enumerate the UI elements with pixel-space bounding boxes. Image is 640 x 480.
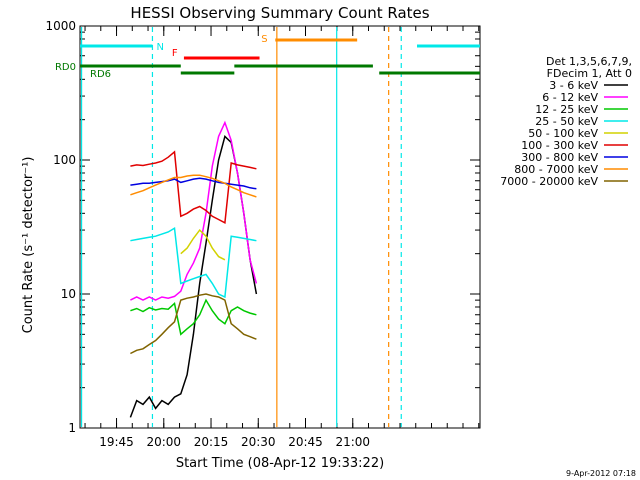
y-tick-label: 100 [53, 153, 76, 167]
series-line-6 [130, 150, 257, 224]
chart-title: HESSI Observing Summary Count Rates [130, 4, 429, 22]
legend-entry-label: 7000 - 20000 keV [500, 175, 598, 188]
legend-entry-label: 50 - 100 keV [528, 127, 598, 140]
x-tick-label: 20:00 [146, 435, 181, 449]
legend-entry-label: 800 - 7000 keV [514, 163, 598, 176]
legend-entry-label: 25 - 50 keV [535, 115, 598, 128]
flag-label-f: F [172, 48, 178, 59]
legend-entry-label: 12 - 25 keV [535, 103, 598, 116]
legend-entry-label: 100 - 300 keV [521, 139, 598, 152]
legend: Det 1,3,5,6,7,9,FDecim 1, Att 03 - 6 keV… [500, 55, 632, 188]
x-tick-label: 19:45 [99, 435, 134, 449]
y-axis-label: Count Rate (s⁻¹ detector⁻¹) [21, 157, 36, 334]
x-tick-label: 20:15 [194, 435, 229, 449]
legend-entry-label: 300 - 800 keV [521, 151, 598, 164]
y-tick-label: 1000 [45, 19, 76, 33]
series-line-8 [130, 174, 257, 198]
flag-label-rd0: RD0 [55, 62, 76, 73]
plot-area: 1 10 100 1000 19:45 20:00 20:15 20:30 20:45 21:00… [45, 19, 481, 449]
series-line-3 [130, 298, 257, 336]
plot-frame [79, 25, 481, 429]
series-line-5 [180, 228, 226, 261]
series-line-4 [130, 226, 257, 299]
x-tick-label: 20:30 [241, 435, 276, 449]
y-tick-label: 10 [61, 287, 76, 301]
series-line-2 [130, 120, 258, 301]
flag-label-rd6: RD6 [90, 69, 111, 80]
legend-entry-label: 6 - 12 keV [542, 91, 598, 104]
flag-label-s: S [261, 34, 267, 45]
legend-header-line: Det 1,3,5,6,7,9, [546, 55, 632, 68]
x-axis-label: Start Time (08-Apr-12 19:33:22) [176, 456, 384, 471]
footer-date: 9-Apr-2012 07:18 [566, 469, 636, 478]
flag-label-n: N [156, 42, 163, 53]
series-line-9 [130, 293, 257, 355]
legend-header-line: FDecim 1, Att 0 [547, 67, 632, 80]
legend-entry-label: 3 - 6 keV [549, 79, 598, 92]
x-tick-label: 21:00 [335, 435, 370, 449]
x-tick-label: 20:45 [288, 435, 323, 449]
y-tick-label: 1 [68, 421, 76, 435]
series-line-7 [130, 177, 257, 190]
